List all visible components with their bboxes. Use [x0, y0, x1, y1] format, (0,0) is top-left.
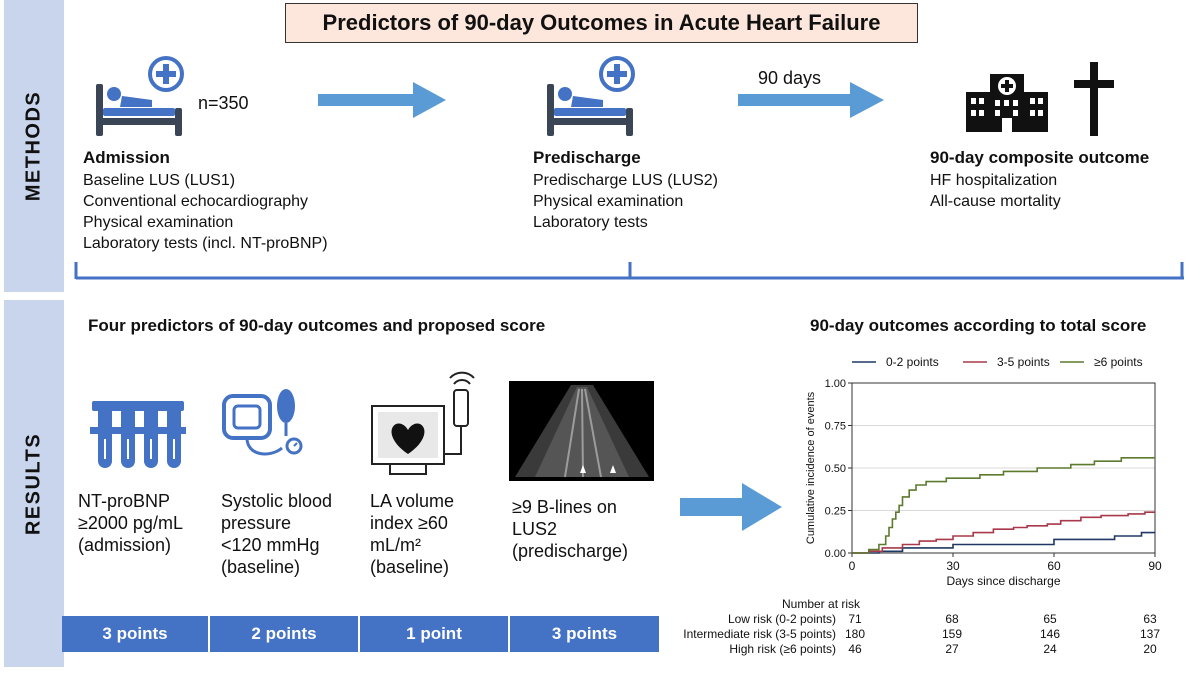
- predictor-line: Systolic blood: [221, 491, 333, 511]
- admission-item: Laboratory tests (incl. NT-proBNP): [83, 235, 328, 252]
- chart-title: 90-day outcomes according to total score: [810, 316, 1147, 335]
- test-tubes-icon: [90, 401, 186, 468]
- predischarge-item: Physical examination: [533, 193, 684, 210]
- predictor-line: ≥2000 pg/mL: [78, 513, 183, 533]
- timeline-bracket: [74, 262, 1184, 280]
- y-tick-label: 0.50: [825, 463, 846, 475]
- echocardiography-icon: [371, 371, 475, 475]
- predictor-line: <120 mmHg: [221, 535, 320, 555]
- risk-table: Low risk (0-2 points) 71 68 65 63 Intermediat…: [660, 612, 1190, 657]
- series-line: [852, 531, 1155, 554]
- risk-count: 68: [945, 612, 959, 626]
- predictor-line: (predischarge): [512, 541, 629, 561]
- risk-count: 71: [848, 612, 862, 626]
- predictor-line: mL/m²: [370, 535, 421, 555]
- risk-row-label: High risk (≥6 points): [729, 642, 836, 656]
- risk-row-label: Low risk (0-2 points): [727, 612, 836, 626]
- risk-table-title: Number at risk: [782, 597, 861, 611]
- predischarge-title: Predischarge: [533, 148, 641, 167]
- series-line: [852, 457, 1155, 554]
- risk-count: 20: [1143, 642, 1157, 656]
- predictor-line: ≥9 B-lines on: [512, 497, 617, 517]
- outcome-title: 90-day composite outcome: [930, 148, 1150, 167]
- predischarge-list: Predischarge LUS (LUS2) Physical examina…: [533, 170, 718, 233]
- points-cell: 2 points: [210, 616, 358, 652]
- x-tick-label: 60: [1047, 559, 1061, 573]
- y-tick-label: 0.25: [825, 506, 846, 518]
- points-cell: 3 points: [510, 616, 659, 652]
- legend-label: 3-5 points: [997, 355, 1050, 369]
- death-cross-icon: [1074, 62, 1114, 136]
- lung-ultrasound-image: [509, 381, 654, 481]
- outcome-item: All-cause mortality: [930, 193, 1061, 210]
- legend-label: 0-2 points: [886, 355, 939, 369]
- methods-sidebar: METHODS: [4, 0, 64, 292]
- predictor-line: pressure: [221, 513, 292, 533]
- predictor-line: NT-proBNP: [78, 491, 171, 511]
- methods-label: METHODS: [22, 90, 45, 202]
- predictor-la-volume: LA volume index ≥60 mL/m² (baseline): [370, 490, 454, 578]
- points-cell: 1 point: [360, 616, 508, 652]
- predictor-ntprobnp: NT-proBNP ≥2000 pg/mL (admission): [78, 490, 183, 556]
- risk-count: 24: [1043, 642, 1057, 656]
- risk-count: 63: [1143, 612, 1157, 626]
- predischarge-item: Laboratory tests: [533, 214, 648, 231]
- outcome-list: HF hospitalization All-cause mortality: [930, 170, 1061, 212]
- admission-item: Baseline LUS (LUS1): [83, 172, 236, 189]
- page-title: Predictors of 90-day Outcomes in Acute H…: [285, 3, 918, 43]
- x-axis-label: Days since discharge: [946, 574, 1060, 588]
- hospital-bed-icon: [96, 56, 184, 136]
- y-tick-label: 1.00: [825, 378, 846, 390]
- results-label: RESULTS: [22, 432, 45, 535]
- y-axis-label: Cumulative incidence of events: [805, 391, 817, 544]
- outcome-item: HF hospitalization: [930, 172, 1058, 189]
- kaplan-meier-chart: 0-2 points 3-5 points ≥6 points 0.00 0.25 0.…: [805, 355, 1162, 588]
- risk-count: 159: [941, 627, 963, 641]
- predischarge-item: Predischarge LUS (LUS2): [533, 172, 718, 189]
- arrow-icon: [738, 82, 884, 118]
- predictor-line: index ≥60: [370, 513, 448, 533]
- risk-count: 27: [945, 642, 959, 656]
- arrow-icon: [680, 483, 782, 531]
- risk-row-label: Intermediate risk (3-5 points): [683, 627, 836, 641]
- y-tick-label: 0.00: [825, 548, 846, 560]
- hospital-building-icon: [966, 74, 1048, 132]
- predictors-title: Four predictors of 90-day outcomes and p…: [88, 316, 546, 335]
- legend-label: ≥6 points: [1094, 355, 1143, 369]
- predictor-line: (baseline): [370, 557, 450, 577]
- admission-item: Conventional echocardiography: [83, 193, 309, 210]
- risk-count: 65: [1043, 612, 1057, 626]
- risk-count: 46: [848, 642, 862, 656]
- results-sidebar: RESULTS: [4, 300, 64, 667]
- x-tick-label: 30: [946, 559, 960, 573]
- series-line: [852, 511, 1155, 554]
- predictor-line: LA volume: [370, 491, 455, 511]
- hospital-bed-icon: [547, 56, 635, 136]
- risk-count: 180: [844, 627, 866, 641]
- arrow-label: 90 days: [758, 68, 822, 88]
- risk-count: 137: [1139, 627, 1161, 641]
- predictor-line: (admission): [78, 535, 172, 555]
- predictor-b-lines: ≥9 B-lines on LUS2 (predischarge): [512, 496, 628, 562]
- predictor-line: (baseline): [221, 557, 301, 577]
- predictor-line: LUS2: [512, 519, 558, 539]
- blood-pressure-icon: [222, 389, 303, 456]
- admission-item: Physical examination: [83, 214, 234, 231]
- risk-count: 146: [1039, 627, 1061, 641]
- x-tick-label: 0: [849, 559, 856, 573]
- admission-list: Baseline LUS (LUS1) Conventional echocar…: [83, 170, 328, 254]
- x-tick-label: 90: [1148, 559, 1162, 573]
- n-label: n=350: [198, 93, 249, 113]
- arrow-icon: [318, 82, 446, 118]
- admission-title: Admission: [83, 148, 170, 167]
- predictor-sbp: Systolic blood pressure <120 mmHg (basel…: [221, 490, 332, 578]
- points-cell: 3 points: [62, 616, 208, 652]
- y-tick-label: 0.75: [825, 421, 846, 433]
